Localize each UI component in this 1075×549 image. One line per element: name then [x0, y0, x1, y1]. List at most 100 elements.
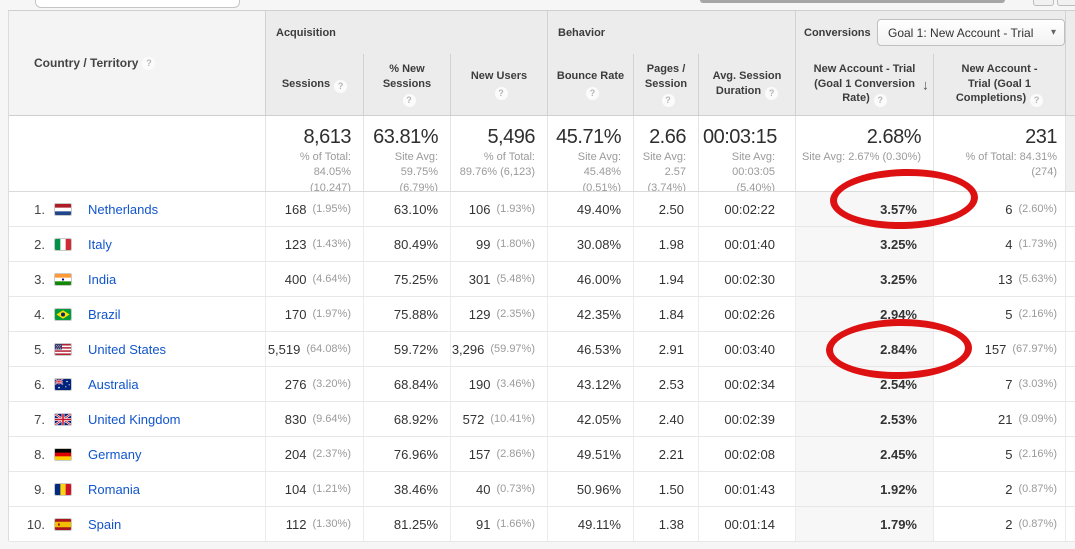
help-icon[interactable]: ?	[142, 56, 156, 70]
country-link[interactable]: Italy	[88, 236, 112, 252]
table-row: 3. India 400 (4.64%) 75.25% 301 (5.48%) 46…	[9, 262, 1075, 297]
next-column-sliver	[1066, 437, 1075, 471]
column-header-avg_session_duration[interactable]: Avg. Session Duration?	[699, 54, 796, 116]
column-header-pages_session[interactable]: Pages / Session?	[634, 54, 699, 116]
country-link[interactable]: Netherlands	[88, 201, 159, 217]
summary-value: 8,613	[303, 126, 351, 148]
sessions-cell: 276 (3.20%)	[266, 367, 364, 401]
country-link[interactable]: Australia	[88, 376, 139, 392]
bounce-rate-cell: 42.35%	[548, 297, 634, 331]
table-row: 4. Brazil 170 (1.97%) 75.88% 129 (2.35%) 4…	[9, 297, 1075, 332]
summary-subtext: 84.05%	[313, 166, 351, 179]
sessions-cell: 5,519 (64.08%)	[266, 332, 364, 366]
row-rank: 4.	[34, 306, 45, 322]
next-column-sliver	[1066, 227, 1075, 261]
table-row: 1. Netherlands 168 (1.95%) 63.10% 106 (1.9…	[9, 192, 1075, 227]
search-input-partial[interactable]	[35, 0, 240, 8]
bounce-rate-cell: 49.11%	[548, 507, 634, 541]
summary-subtext: 89.76% (6,123)	[459, 166, 535, 179]
summary-subtext: 00:03:05	[732, 166, 775, 179]
country-link[interactable]: India	[88, 271, 117, 287]
column-header-goal_conversion_rate[interactable]: New Account - Trial (Goal 1 Conversion R…	[796, 54, 934, 116]
next-column-sliver	[1066, 332, 1075, 366]
bounce-rate-cell: 49.40%	[548, 192, 634, 226]
new-users-cell: 40 (0.73%)	[451, 472, 548, 506]
flag-es-icon	[54, 517, 72, 531]
help-icon[interactable]: ?	[1030, 94, 1044, 108]
sessions-cell: 204 (2.37%)	[266, 437, 364, 471]
row-rank: 1.	[34, 201, 45, 217]
group-label: Conversions	[804, 26, 871, 39]
column-header-pct_new_sessions[interactable]: % New Sessions?	[364, 54, 451, 116]
help-icon[interactable]: ?	[586, 86, 599, 100]
avg-session-duration-cell: 00:01:14	[699, 507, 796, 541]
new-users-cell: 157 (2.86%)	[451, 437, 548, 471]
table-row: 9. Romania 104 (1.21%) 38.46% 40 (0.73%) 5…	[9, 472, 1075, 507]
country-link[interactable]: Spain	[88, 516, 122, 532]
column-header-label: Sessions?	[282, 77, 348, 93]
table-row: 8. Germany 204 (2.37%) 76.96% 157 (2.86%) …	[9, 437, 1075, 472]
summary-cell-pct_new_sessions: 63.81% Site Avg: 59.75% (6.79%)	[364, 116, 451, 191]
next-column-sliver	[1066, 297, 1075, 331]
new-users-cell: 301 (5.48%)	[451, 262, 548, 296]
pages-per-session-cell: 2.50	[634, 192, 699, 226]
country-link[interactable]: Romania	[88, 481, 141, 497]
group-label: Acquisition	[276, 26, 336, 39]
bounce-rate-cell: 50.96%	[548, 472, 634, 506]
column-header-label: New Account - Trial (Goal 1 Conversion R…	[813, 62, 916, 108]
help-icon[interactable]: ?	[494, 86, 508, 100]
help-icon[interactable]: ?	[661, 94, 675, 108]
summary-cell-avg_session_duration: 00:03:15 Site Avg: 00:03:05 (5.40%)	[699, 116, 796, 191]
summary-subtext: Site Avg:	[642, 151, 686, 163]
row-rank: 9.	[34, 481, 45, 497]
goal-completions-cell: 5 (2.16%)	[934, 297, 1066, 331]
pct-new-sessions-cell: 75.88%	[364, 297, 451, 331]
flag-gb-icon	[54, 412, 72, 426]
view-toggle-button-partial[interactable]	[1057, 0, 1075, 6]
next-column-sliver	[1066, 472, 1075, 506]
help-icon[interactable]: ?	[402, 94, 416, 108]
country-link[interactable]: United Kingdom	[88, 411, 181, 427]
pages-per-session-cell: 2.21	[634, 437, 699, 471]
goal-conversion-rate-cell: 2.45%	[796, 437, 934, 471]
goal-completions-cell: 2 (0.87%)	[934, 507, 1066, 541]
country-link[interactable]: Germany	[88, 446, 142, 462]
country-link[interactable]: Brazil	[88, 306, 121, 322]
row-rank: 10.	[26, 516, 45, 532]
country-cell: 1. Netherlands	[9, 192, 266, 226]
table-row: 10. Spain 112 (1.30%) 81.25% 91 (1.66%) 49…	[9, 507, 1075, 542]
dimension-header-label: Country / Territory	[34, 56, 139, 70]
column-header-new_users[interactable]: New Users?	[451, 54, 548, 116]
summary-subtext: Site Avg:	[731, 151, 775, 163]
bounce-rate-cell: 46.00%	[548, 262, 634, 296]
dimension-header-country-territory[interactable]: Country / Territory ?	[9, 11, 266, 116]
goal-completions-cell: 7 (3.03%)	[934, 367, 1066, 401]
help-icon[interactable]: ?	[873, 94, 887, 108]
flag-br-icon	[54, 307, 72, 321]
summary-subtext: (10,247)	[310, 181, 351, 191]
pages-per-session-cell: 1.98	[634, 227, 699, 261]
view-toggle-button-partial[interactable]	[1033, 0, 1054, 6]
summary-cell-new_users: 5,496 % of Total: 89.76% (6,123)	[451, 116, 548, 191]
next-column-sliver	[1066, 507, 1075, 541]
help-icon[interactable]: ?	[765, 86, 779, 100]
avg-session-duration-cell: 00:02:34	[699, 367, 796, 401]
column-header-bounce_rate[interactable]: Bounce Rate?	[548, 54, 634, 116]
summary-subtext: % of Total:	[483, 151, 535, 163]
column-header-goal_completions[interactable]: New Account - Trial (Goal 1 Completions)…	[934, 54, 1066, 116]
country-cell: 9. Romania	[9, 472, 266, 506]
new-users-cell: 106 (1.93%)	[451, 192, 548, 226]
goal-selector-dropdown[interactable]: Goal 1: New Account - Trial ▾	[877, 19, 1065, 46]
summary-subtext: Site Avg: 2.67% (0.30%)	[801, 151, 921, 163]
chevron-down-icon: ▾	[1050, 27, 1056, 38]
goal-conversion-rate-cell: 3.25%	[796, 227, 934, 261]
column-header-sessions[interactable]: Sessions?	[266, 54, 364, 116]
flag-in-icon	[54, 272, 72, 286]
help-icon[interactable]: ?	[334, 79, 348, 93]
flag-us-icon	[54, 342, 72, 356]
country-link[interactable]: United States	[88, 341, 167, 357]
summary-cell-sessions: 8,613 % of Total: 84.05% (10,247)	[266, 116, 364, 191]
flag-nl-icon	[54, 202, 72, 216]
country-cell: 6. Australia	[9, 367, 266, 401]
sessions-cell: 123 (1.43%)	[266, 227, 364, 261]
